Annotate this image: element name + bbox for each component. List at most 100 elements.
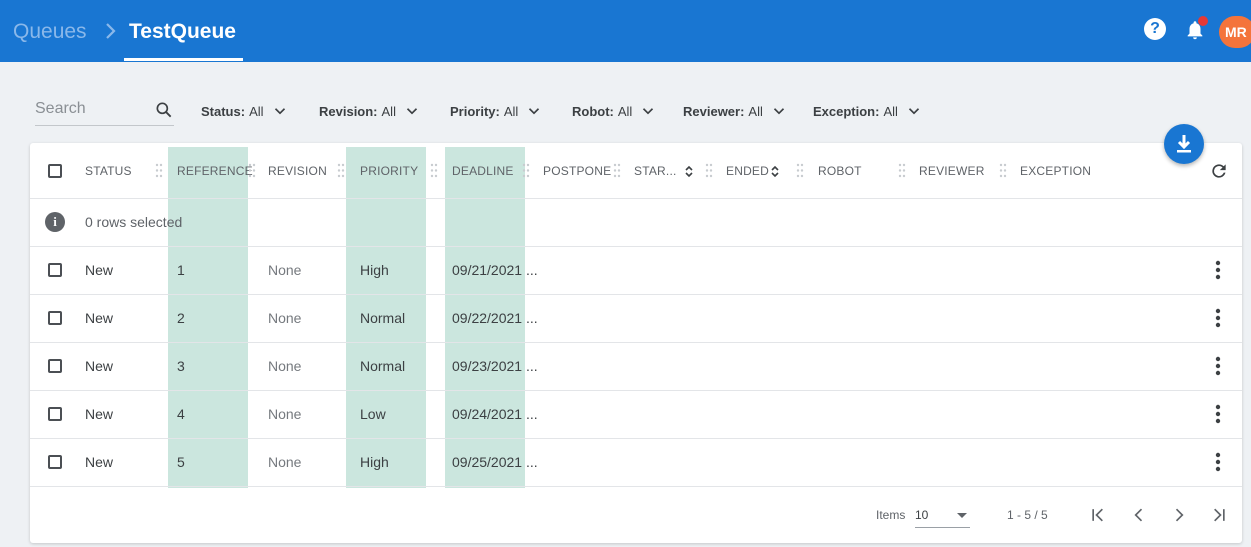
search-input[interactable] xyxy=(35,96,145,122)
cell-priority: Normal xyxy=(360,358,406,374)
row-checkbox[interactable] xyxy=(48,455,62,469)
column-header-started[interactable]: STAR... xyxy=(634,164,677,178)
cell-revision: None xyxy=(268,262,302,278)
filter-priority[interactable]: Priority: All xyxy=(450,102,543,120)
row-divider xyxy=(30,486,1242,487)
row-menu-icon[interactable] xyxy=(1214,404,1222,424)
breadcrumb-active-indicator xyxy=(124,58,243,61)
breadcrumb-chevron-icon xyxy=(106,23,116,39)
cell-revision: None xyxy=(268,454,302,470)
filter-exception[interactable]: Exception: All xyxy=(813,102,923,120)
download-button[interactable] xyxy=(1164,124,1204,164)
notification-badge xyxy=(1198,16,1208,26)
cell-reference: 5 xyxy=(177,454,185,470)
row-divider xyxy=(30,198,1242,199)
column-header-reviewer[interactable]: REVIEWER xyxy=(919,164,985,178)
filter-reviewer-label: Reviewer: xyxy=(683,103,745,119)
filter-revision[interactable]: Revision: All xyxy=(319,102,421,120)
chevron-down-icon xyxy=(643,108,654,115)
cell-priority: High xyxy=(360,262,389,278)
column-header-exception[interactable]: EXCEPTION xyxy=(1020,164,1092,178)
row-divider xyxy=(30,246,1242,247)
filter-reviewer[interactable]: Reviewer: All xyxy=(683,102,788,120)
column-header-robot[interactable]: ROBOT xyxy=(818,164,862,178)
row-checkbox[interactable] xyxy=(48,359,62,373)
refresh-icon[interactable] xyxy=(1209,161,1229,181)
filter-revision-value: All xyxy=(381,103,396,119)
column-header-postpone[interactable]: POSTPONE xyxy=(543,164,612,178)
column-header-revision[interactable]: REVISION xyxy=(268,164,327,178)
cell-priority: Low xyxy=(360,406,386,422)
row-divider xyxy=(30,294,1242,295)
row-checkbox[interactable] xyxy=(48,407,62,421)
cell-deadline: 09/21/2021 ... xyxy=(452,262,538,278)
cell-status: New xyxy=(85,262,114,278)
search-icon[interactable] xyxy=(154,100,174,120)
cell-priority: High xyxy=(360,454,389,470)
next-page-icon[interactable] xyxy=(1169,505,1189,525)
select-all-checkbox[interactable] xyxy=(48,164,62,178)
filter-priority-label: Priority: xyxy=(450,103,500,119)
notification-bell-icon[interactable] xyxy=(1184,19,1206,41)
filter-status-value: All xyxy=(249,103,264,119)
highlight-deadline-column xyxy=(445,147,525,488)
row-menu-icon[interactable] xyxy=(1214,260,1222,280)
cell-deadline: 09/25/2021 ... xyxy=(452,454,538,470)
chevron-down-icon xyxy=(529,108,540,115)
column-resize-handle-icon[interactable] xyxy=(248,163,256,178)
row-checkbox[interactable] xyxy=(48,263,62,277)
cell-status: New xyxy=(85,406,114,422)
column-header-deadline[interactable]: DEADLINE xyxy=(452,164,514,178)
column-resize-handle-icon[interactable] xyxy=(705,163,713,178)
column-header-status[interactable]: STATUS xyxy=(85,164,132,178)
column-resize-handle-icon[interactable] xyxy=(999,163,1007,178)
cell-revision: None xyxy=(268,406,302,422)
row-menu-icon[interactable] xyxy=(1214,356,1222,376)
row-checkbox[interactable] xyxy=(48,311,62,325)
help-icon[interactable]: ? xyxy=(1144,18,1166,40)
cell-status: New xyxy=(85,310,114,326)
filter-robot[interactable]: Robot: All xyxy=(572,102,657,120)
download-icon xyxy=(1177,135,1191,153)
column-resize-handle-icon[interactable] xyxy=(337,163,345,178)
page-size-select[interactable]: 10 xyxy=(915,506,970,528)
filter-priority-value: All xyxy=(503,103,519,119)
column-resize-handle-icon[interactable] xyxy=(155,163,163,178)
filter-exception-value: All xyxy=(883,103,898,119)
column-resize-handle-icon[interactable] xyxy=(898,163,906,178)
column-header-ended[interactable]: ENDED xyxy=(726,164,770,178)
user-avatar[interactable]: MR xyxy=(1219,16,1251,48)
cell-reference: 2 xyxy=(177,310,185,326)
chevron-down-icon xyxy=(274,108,285,115)
cell-revision: None xyxy=(268,310,302,326)
breadcrumb-queues-link[interactable]: Queues xyxy=(13,20,87,43)
page-range: 1 - 5 / 5 xyxy=(1007,508,1048,522)
sort-icon[interactable] xyxy=(684,165,694,178)
column-header-priority[interactable]: PRIORITY xyxy=(360,164,419,178)
cell-deadline: 09/22/2021 ... xyxy=(452,310,538,326)
page-size-value: 10 xyxy=(915,508,929,522)
row-divider xyxy=(30,342,1242,343)
last-page-icon[interactable] xyxy=(1208,505,1228,525)
cell-status: New xyxy=(85,454,114,470)
filter-reviewer-value: All xyxy=(748,103,763,119)
column-resize-handle-icon[interactable] xyxy=(430,163,438,178)
caret-down-icon xyxy=(957,513,967,518)
column-resize-handle-icon[interactable] xyxy=(522,163,530,178)
previous-page-icon[interactable] xyxy=(1129,505,1149,525)
column-resize-handle-icon[interactable] xyxy=(796,163,804,178)
breadcrumb-current-page: TestQueue xyxy=(129,20,236,43)
first-page-icon[interactable] xyxy=(1089,505,1109,525)
filter-exception-label: Exception: xyxy=(813,103,880,119)
cell-status: New xyxy=(85,358,114,374)
queue-items-grid xyxy=(30,143,1242,543)
column-header-reference[interactable]: REFERENCE xyxy=(177,164,253,178)
info-icon: i xyxy=(45,212,65,232)
cell-deadline: 09/23/2021 ... xyxy=(452,358,538,374)
filter-status[interactable]: Status: All xyxy=(201,102,289,120)
sort-icon[interactable] xyxy=(770,165,780,178)
row-menu-icon[interactable] xyxy=(1214,452,1222,472)
column-resize-handle-icon[interactable] xyxy=(613,163,621,178)
row-menu-icon[interactable] xyxy=(1214,308,1222,328)
filter-status-label: Status: xyxy=(201,103,246,119)
